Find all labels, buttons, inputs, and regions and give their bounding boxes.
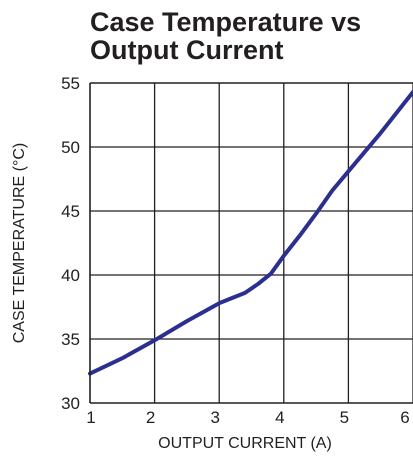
x-tick-label-6: 6 xyxy=(400,408,409,427)
chart-title-line-2: Output Current xyxy=(90,35,284,65)
x-tick-label-4: 4 xyxy=(275,408,284,427)
plot-frame xyxy=(89,82,413,404)
x-tick-label-5: 5 xyxy=(340,408,349,427)
y-axis-title: CASE TEMPERATURE (°C) xyxy=(11,143,28,344)
grid-layer xyxy=(90,83,413,403)
chart-title: Case Temperature vs Output Current xyxy=(90,8,413,64)
x-tick-label-2: 2 xyxy=(146,408,155,427)
series-layer xyxy=(88,90,413,376)
y-tick-label-30: 30 xyxy=(61,394,80,413)
chart-title-line-1: Case Temperature vs xyxy=(90,7,362,37)
y-tick-label-50: 50 xyxy=(61,138,80,157)
x-axis-title: OUTPUT CURRENT (A) xyxy=(158,435,332,452)
y-tick-label-35: 35 xyxy=(61,330,80,349)
y-tick-label-40: 40 xyxy=(61,266,80,285)
x-tick-label-3: 3 xyxy=(210,408,219,427)
x-tick-label-1: 1 xyxy=(86,408,95,427)
y-tick-label-55: 55 xyxy=(61,74,80,93)
series-line-0 xyxy=(88,90,413,376)
y-tick-label-45: 45 xyxy=(61,202,80,221)
